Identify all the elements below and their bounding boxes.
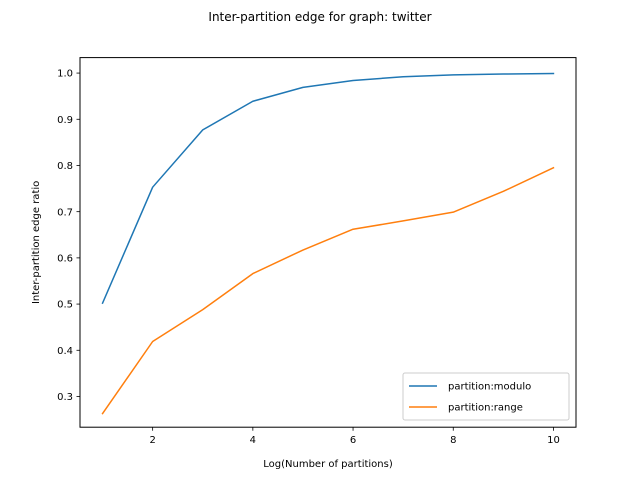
y-axis-label: Inter-partition edge ratio (31, 181, 42, 304)
series-line-0 (101, 72, 555, 305)
y-axis: 0.3 0.4 0.5 0.6 0.7 0.8 0.9 1.0 (57, 69, 80, 403)
y-tick-label: 0.6 (57, 253, 73, 264)
chart-title: Inter-partition edge for graph: twitter (208, 10, 431, 24)
y-tick-label: 0.4 (57, 346, 73, 357)
legend-box (402, 372, 570, 421)
series-line-1 (101, 166, 555, 415)
x-axis-label: Log(Number of partitions) (263, 459, 393, 470)
legend: partition:modulo partition:range (402, 372, 570, 421)
legend-label-0: partition:modulo (448, 382, 531, 393)
legend-label-1: partition:range (448, 403, 523, 414)
y-tick-label: 0.3 (57, 392, 73, 403)
y-tick-label: 1.0 (57, 69, 73, 80)
y-tick-label: 0.7 (57, 207, 73, 218)
y-tick-label: 0.5 (57, 300, 73, 311)
x-tick-label: 10 (547, 435, 560, 446)
y-tick-label: 0.9 (57, 115, 73, 126)
x-tick-label: 2 (149, 435, 155, 446)
plot-area (101, 72, 555, 415)
x-tick-label: 6 (350, 435, 356, 446)
plot-frame (79, 57, 577, 428)
x-tick-label: 4 (250, 435, 256, 446)
x-axis: 2 4 6 8 10 (149, 427, 560, 446)
x-tick-label: 8 (450, 435, 456, 446)
y-tick-label: 0.8 (57, 161, 73, 172)
